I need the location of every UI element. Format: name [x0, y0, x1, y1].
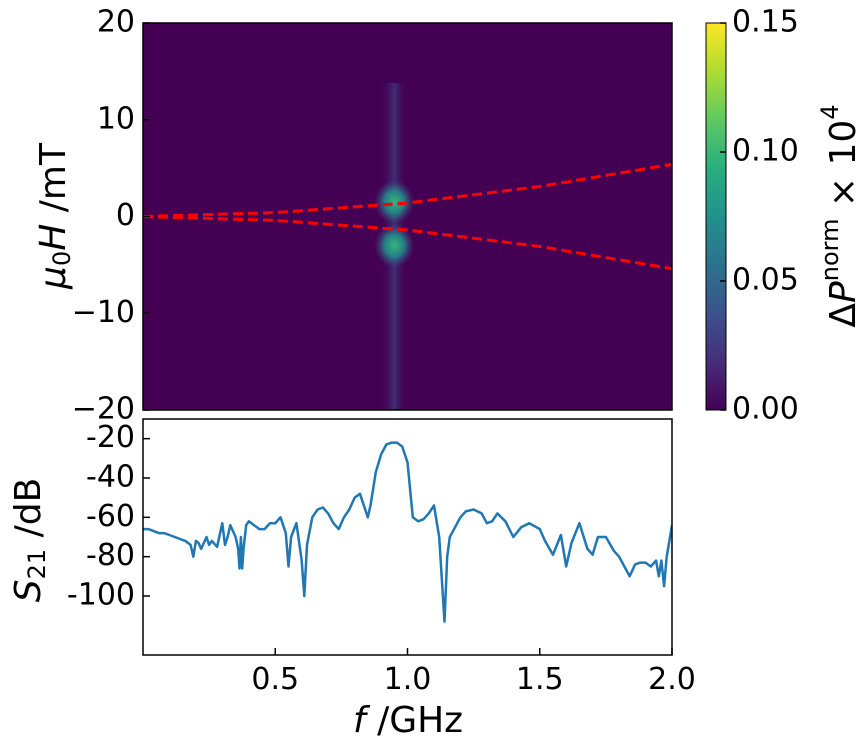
s21-y-tick-label: -60 [86, 499, 135, 534]
heatmap-y-ticks: 20 10 0 −10 −20 [72, 5, 150, 427]
heatmap-y-tick-label: 20 [97, 5, 135, 40]
colorbar-tick-label: 0.10 [732, 134, 799, 169]
s21-plot-background [143, 419, 672, 655]
heatmap-hotspot-1 [374, 223, 415, 268]
colorbar-tick-label: 0.15 [732, 5, 799, 40]
colorbar-label: ΔPnorm × 104 [816, 104, 864, 327]
dashed-line-lower [143, 215, 672, 271]
s21-x-ticks: 0.5 1.0 1.5 2.0 [251, 648, 696, 697]
colorbar-gradient [705, 22, 727, 411]
s21-x-tick-label: 1.5 [516, 662, 564, 697]
s21-panel: -20 -40 -60 -80 -100 0.5 1.0 1.5 2.0 S21 /dB f … [8, 418, 696, 741]
s21-x-tick-label: 2.0 [648, 662, 696, 697]
x-axis-label: f /GHz [353, 700, 463, 741]
dashed-line-upper [143, 162, 672, 218]
s21-y-tick-label: -80 [86, 538, 135, 573]
colorbar-ticks: 0.15 0.10 0.05 0.00 [720, 5, 799, 427]
heatmap-signal [374, 83, 415, 410]
heatmap-hotspot-0 [374, 179, 415, 224]
s21-y-tick-label: -40 [86, 460, 135, 495]
heatmap-y-tick-label: 0 [116, 198, 135, 233]
s21-x-tick-label: 1.0 [384, 662, 432, 697]
colorbar-tick-label: 0.05 [732, 263, 799, 298]
colorbar-tick-label: 0.00 [732, 392, 799, 427]
s21-y-axis-label: S21 /dB [8, 478, 51, 603]
s21-x-tick-label: 0.5 [251, 662, 299, 697]
s21-series-line [143, 441, 672, 623]
heatmap-y-tick-label: −10 [72, 295, 135, 330]
s21-y-ticks: -20 -40 -60 -80 -100 [67, 420, 150, 613]
dashed-dispersion-lines [143, 162, 672, 271]
heatmap-y-tick-label: 10 [97, 101, 135, 136]
heatmap-y-tick-label: −20 [72, 392, 135, 427]
heatmap-panel: 20 10 0 −10 −20 μ0H /mT [33, 5, 673, 427]
heatmap-y-axis-label: μ0H /mT [33, 142, 76, 290]
s21-y-tick-label: -100 [67, 578, 135, 613]
colorbar: 0.15 0.10 0.05 0.00 ΔPnorm × 104 [705, 5, 864, 427]
s21-y-tick-label: -20 [86, 420, 135, 455]
